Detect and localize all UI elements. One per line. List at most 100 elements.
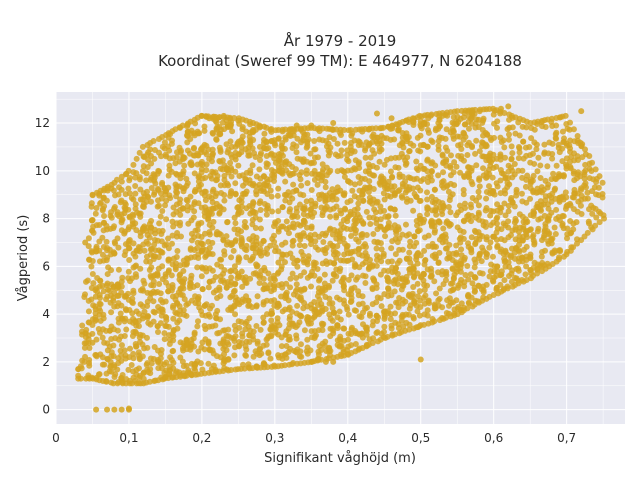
data-point <box>550 170 557 177</box>
data-point <box>252 209 259 216</box>
data-point <box>293 149 300 156</box>
data-point <box>473 162 480 169</box>
data-point <box>443 272 450 279</box>
data-point <box>188 161 195 168</box>
data-point <box>377 240 384 247</box>
data-point <box>227 138 234 145</box>
data-point <box>96 300 103 307</box>
data-point <box>161 361 168 368</box>
data-point <box>190 214 197 221</box>
data-point <box>371 150 378 157</box>
data-point <box>416 227 423 234</box>
data-point <box>220 206 227 213</box>
data-point <box>297 236 304 243</box>
data-point <box>110 187 117 194</box>
data-point <box>135 365 142 372</box>
data-point <box>253 263 260 270</box>
data-point <box>406 148 413 155</box>
data-point <box>195 300 202 307</box>
data-point <box>447 163 454 170</box>
data-point <box>574 156 581 163</box>
data-point <box>103 257 110 264</box>
data-point <box>584 195 591 202</box>
data-point <box>202 174 209 181</box>
data-point <box>114 292 121 299</box>
data-point <box>162 202 169 209</box>
data-point <box>169 284 176 291</box>
data-point <box>469 142 476 149</box>
data-point <box>435 218 442 225</box>
data-point <box>241 223 248 230</box>
data-point <box>227 282 234 289</box>
data-point <box>173 253 180 260</box>
data-point <box>239 333 246 340</box>
data-point <box>99 334 106 341</box>
data-point <box>516 132 523 139</box>
data-point <box>410 142 417 149</box>
data-point <box>551 224 558 231</box>
data-point <box>442 277 449 284</box>
data-point <box>523 124 530 131</box>
data-point <box>238 235 245 242</box>
data-point <box>88 203 95 210</box>
data-point <box>416 197 423 204</box>
data-point <box>93 406 100 413</box>
data-point <box>296 353 303 360</box>
data-point <box>504 126 511 133</box>
data-point <box>417 356 424 363</box>
data-point <box>431 227 438 234</box>
data-point <box>144 193 151 200</box>
data-point <box>297 348 304 355</box>
data-point <box>217 256 224 263</box>
data-point <box>130 355 137 362</box>
data-point <box>143 188 150 195</box>
data-point <box>511 203 518 210</box>
data-point <box>490 111 497 118</box>
data-point <box>343 246 350 253</box>
data-point <box>314 266 321 273</box>
data-point <box>238 209 245 216</box>
data-point <box>467 115 474 122</box>
data-point <box>593 214 600 221</box>
data-point <box>425 129 432 136</box>
data-point <box>367 221 374 228</box>
data-point <box>318 320 325 327</box>
data-point <box>224 219 231 226</box>
data-point <box>516 248 523 255</box>
data-point <box>125 290 132 297</box>
data-point <box>423 189 430 196</box>
data-point <box>446 197 453 204</box>
data-point <box>308 283 315 290</box>
data-point <box>118 375 125 382</box>
data-point <box>130 290 137 297</box>
data-point <box>293 281 300 288</box>
data-point <box>275 208 282 215</box>
data-point <box>132 182 139 189</box>
data-point <box>559 145 566 152</box>
data-point <box>460 186 467 193</box>
data-point <box>355 238 362 245</box>
data-point <box>436 295 443 302</box>
data-point <box>402 161 409 168</box>
data-point <box>538 253 545 260</box>
data-point <box>569 194 576 201</box>
data-point <box>475 188 482 195</box>
data-point <box>194 227 201 234</box>
data-point <box>362 273 369 280</box>
data-point <box>354 274 361 281</box>
data-point <box>454 108 461 115</box>
data-point <box>194 282 201 289</box>
data-point <box>206 244 213 251</box>
data-point <box>497 190 504 197</box>
data-point <box>203 161 210 168</box>
data-point <box>374 318 381 325</box>
data-point <box>354 205 361 212</box>
data-point <box>254 338 261 345</box>
data-point <box>132 263 139 270</box>
data-point <box>333 273 340 280</box>
data-point <box>334 322 341 329</box>
data-point <box>179 205 186 212</box>
data-point <box>191 343 198 350</box>
data-point <box>257 326 264 333</box>
data-point <box>104 271 111 278</box>
